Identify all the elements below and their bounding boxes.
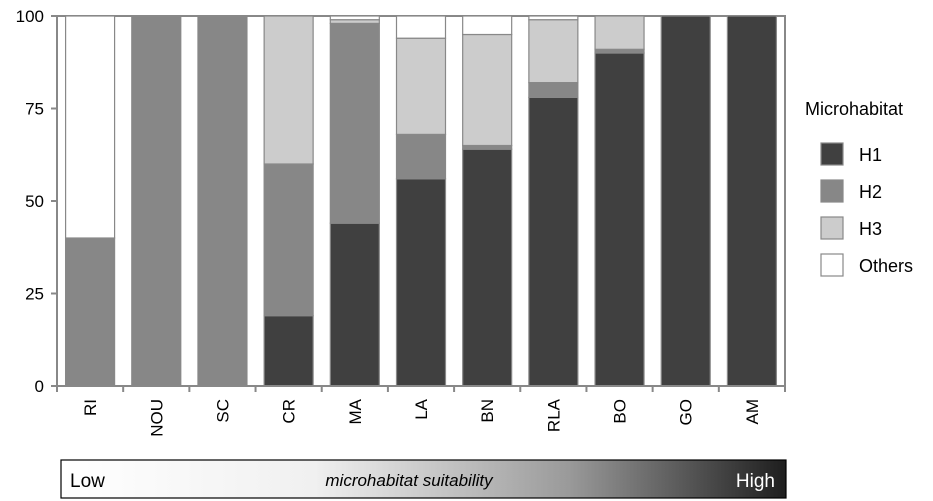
- bar-sc-h2: [198, 16, 247, 386]
- bar-bn-h1: [463, 149, 512, 386]
- bar-cr-h3: [264, 16, 313, 164]
- bar-ma-h2: [330, 23, 379, 223]
- suitability-scale-bar: Low microhabitat suitability High: [61, 460, 786, 498]
- y-tick-label-25: 25: [25, 285, 44, 304]
- x-tick-label-ri: RI: [81, 399, 100, 416]
- x-tick-label-rla: RLA: [544, 398, 563, 432]
- x-tick-label-bo: BO: [611, 399, 630, 424]
- bar-rla-h1: [529, 97, 578, 386]
- bars: [66, 16, 777, 386]
- x-tick-label-la: LA: [412, 398, 431, 419]
- scale-high-label: High: [736, 471, 775, 492]
- x-tick-label-bn: BN: [478, 399, 497, 423]
- x-tick-label-ma: MA: [346, 398, 365, 424]
- x-tick-label-am: AM: [743, 399, 762, 425]
- y-tick-label-0: 0: [35, 377, 44, 396]
- bar-nou-h2: [132, 16, 181, 386]
- legend-swatch-h2: [821, 180, 843, 202]
- bar-go-h1: [661, 16, 710, 386]
- bar-bo-h1: [595, 53, 644, 386]
- bar-la-others: [397, 16, 446, 38]
- bar-la-h1: [397, 179, 446, 386]
- bar-am-h1: [727, 16, 776, 386]
- legend-swatch-h3: [821, 217, 843, 239]
- bar-la-h3: [397, 38, 446, 134]
- bar-cr-h1: [264, 316, 313, 386]
- x-tick-label-sc: SC: [213, 399, 232, 423]
- legend-title: Microhabitat: [805, 99, 903, 119]
- x-tick-label-nou: NOU: [147, 399, 166, 437]
- bar-cr-h2: [264, 164, 313, 316]
- bar-rla-h3: [529, 20, 578, 83]
- bar-ri-others: [66, 16, 115, 238]
- bar-ma-others: [330, 16, 379, 20]
- legend: Microhabitat H1 H2 H3 Others: [805, 99, 913, 276]
- bar-la-h2: [397, 134, 446, 178]
- legend-swatch-h1: [821, 143, 843, 165]
- y-ticks: 0 25 50 75 100: [16, 7, 57, 396]
- bar-ri-h2: [66, 238, 115, 386]
- y-tick-label-100: 100: [16, 7, 44, 26]
- bar-rla-h2: [529, 83, 578, 98]
- scale-caption: microhabitat suitability: [325, 471, 494, 490]
- legend-label-h1: H1: [859, 145, 882, 165]
- scale-low-label: Low: [70, 471, 105, 492]
- legend-label-h3: H3: [859, 219, 882, 239]
- bar-bn-others: [463, 16, 512, 35]
- bar-bn-h3: [463, 35, 512, 146]
- legend-swatch-others: [821, 254, 843, 276]
- legend-label-h2: H2: [859, 182, 882, 202]
- bar-bo-h3: [595, 16, 644, 49]
- bar-ma-h1: [330, 223, 379, 386]
- y-tick-label-75: 75: [25, 100, 44, 119]
- x-tick-label-cr: CR: [280, 399, 299, 424]
- y-tick-label-50: 50: [25, 192, 44, 211]
- bar-rla-others: [529, 16, 578, 20]
- x-tick-labels: RI NOU SC CR MA LA BN RLA BO GO AM: [81, 398, 762, 436]
- legend-label-others: Others: [859, 256, 913, 276]
- x-tick-label-go: GO: [677, 399, 696, 425]
